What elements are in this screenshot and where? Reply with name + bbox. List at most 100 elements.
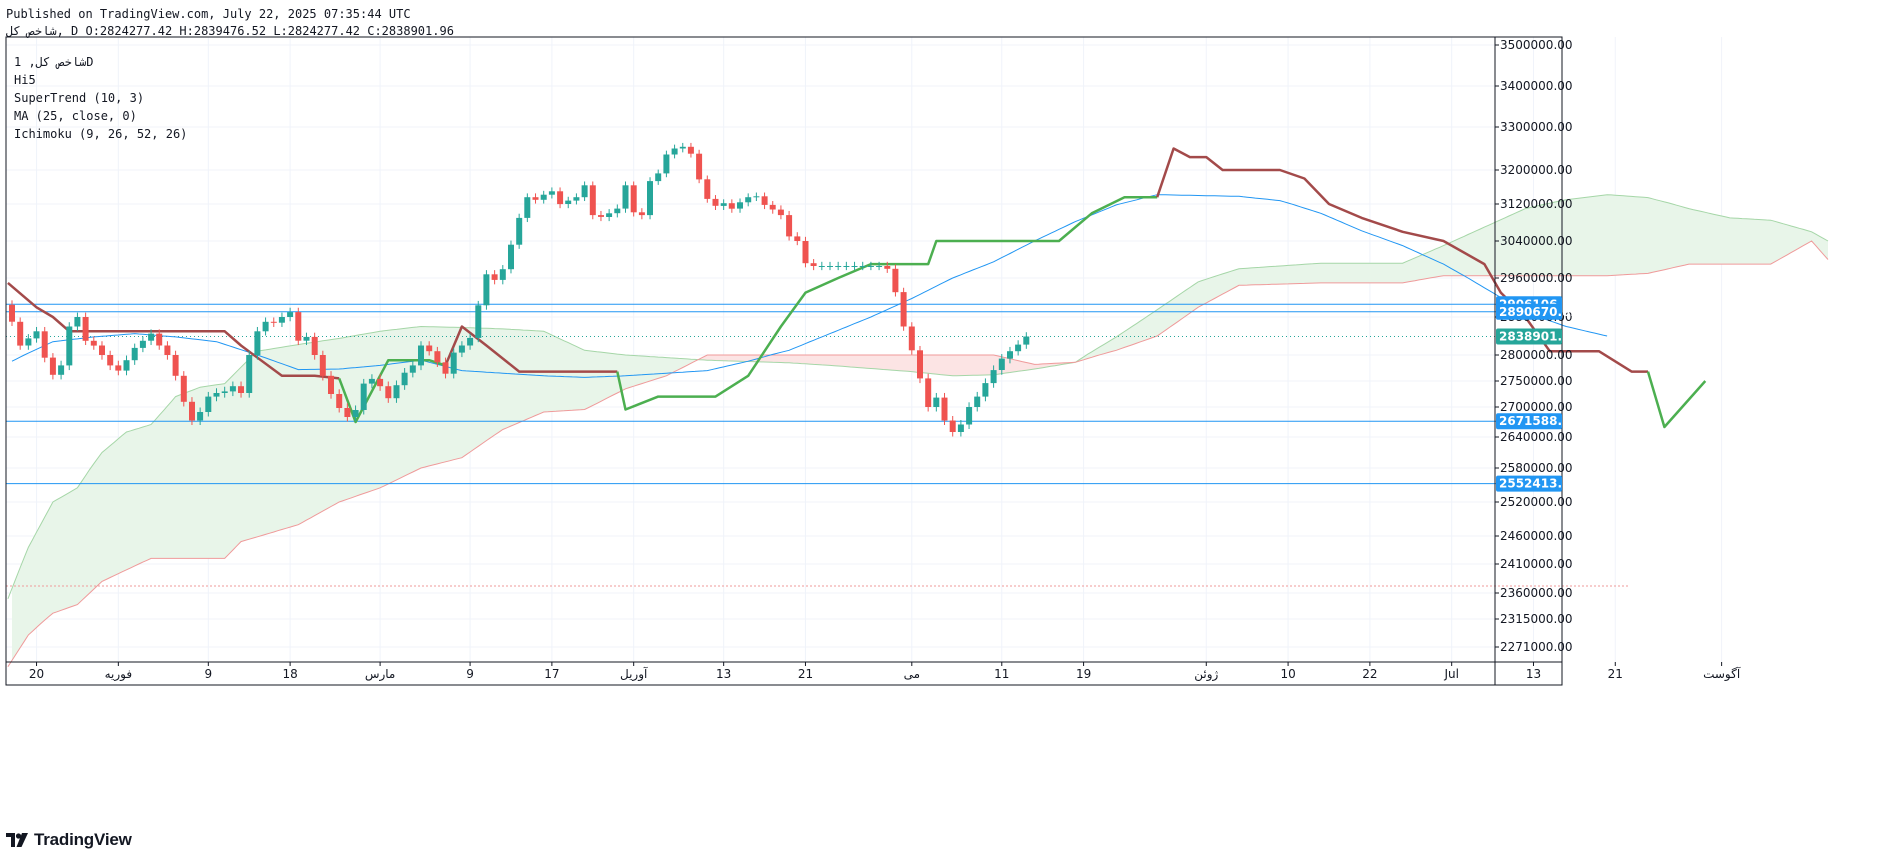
- candle: [213, 393, 220, 397]
- candle: [360, 383, 367, 410]
- candle: [139, 340, 146, 348]
- candle: [1007, 351, 1013, 359]
- supertrend-down-segment: [1156, 147, 1648, 373]
- time-tick-label: آوریل: [620, 666, 648, 682]
- candle: [475, 305, 482, 338]
- price-tag: [1496, 475, 1562, 492]
- price-chart[interactable]: 3500000.00 3400000.00 3300000.00 3200000.00…: [0, 0, 1878, 830]
- candle: [818, 266, 825, 267]
- chart-frame: [5, 36, 1563, 686]
- candle: [720, 203, 727, 206]
- price-tick-label: 2460000.00: [1500, 529, 1573, 543]
- price-axis: 3500000.00 3400000.00 3300000.00 3200000.00…: [1495, 38, 1573, 654]
- candle: [229, 386, 236, 392]
- candle: [41, 331, 48, 358]
- candle: [467, 337, 474, 346]
- ma-line: [11, 194, 1608, 378]
- candle: [393, 385, 400, 399]
- candle: [827, 266, 833, 267]
- horizontal-levels: [6, 303, 1630, 587]
- time-tick-label: 20: [29, 667, 44, 681]
- candle: [442, 362, 449, 374]
- candle: [573, 197, 580, 201]
- time-axis: 20 فوریه 9 18 مارس 9 17 آوریل 13 21 می 11 19 ژوئن 10 22…: [29, 662, 1741, 682]
- candle: [434, 351, 441, 363]
- cloud-bullish: [12, 326, 700, 661]
- candle: [630, 185, 637, 213]
- candle: [614, 208, 621, 214]
- price-tag: [1496, 413, 1562, 430]
- time-tick-label: آگوست: [1703, 666, 1741, 682]
- price-tick-label: 2360000.00: [1500, 586, 1573, 600]
- candle: [786, 215, 793, 237]
- price-tick-label: 3040000.00: [1500, 234, 1573, 248]
- price-tags: 2906106.472890670.822671588.252552413.80…: [1496, 296, 1579, 492]
- price-tick-label: 3200000.00: [1500, 163, 1573, 177]
- time-tick-label: می: [904, 667, 920, 681]
- chart-border: [5, 36, 1563, 686]
- price-tag-label: 2838901.96: [1499, 330, 1579, 344]
- candle: [777, 209, 784, 216]
- published-caption: Published on TradingView.com, July 22, 2…: [6, 7, 411, 21]
- supertrend-line: [7, 147, 1707, 429]
- candle: [148, 333, 155, 341]
- time-tick-label: مارس: [365, 667, 396, 682]
- price-tag: [1496, 328, 1562, 345]
- price-tick-label: 2520000.00: [1500, 495, 1573, 509]
- candle: [663, 154, 670, 174]
- candle: [368, 378, 375, 384]
- price-tick-label: 2700000.00: [1500, 400, 1573, 414]
- candle: [917, 350, 923, 379]
- candle: [25, 338, 32, 346]
- candle: [82, 317, 89, 341]
- time-tick-label: Jul: [1443, 667, 1458, 681]
- candle: [802, 241, 809, 264]
- candle: [295, 312, 302, 341]
- brand[interactable]: TradingView: [6, 830, 132, 850]
- price-tick-label: 3400000.00: [1500, 79, 1573, 93]
- candle: [925, 378, 932, 407]
- time-tick-label: 19: [1076, 667, 1091, 681]
- candle: [761, 196, 768, 205]
- candle: [957, 424, 964, 432]
- tradingview-logo-icon: [6, 833, 28, 847]
- candle: [908, 326, 915, 351]
- price-tick-label: 2580000.00: [1500, 461, 1573, 475]
- cloud-bearish: [695, 355, 1076, 376]
- candle: [205, 396, 212, 412]
- price-tick-label: 2410000.00: [1500, 557, 1573, 571]
- candle: [17, 321, 24, 346]
- candle: [687, 146, 694, 154]
- legend-supertrend[interactable]: SuperTrend (10, 3): [14, 91, 145, 105]
- candle: [319, 355, 326, 376]
- legend-ma[interactable]: MA (25, close, 0): [14, 109, 137, 123]
- supertrend-down-segment: [7, 281, 340, 380]
- candle: [810, 263, 817, 266]
- candle: [385, 386, 392, 399]
- price-tick-label: 2271000.00: [1500, 640, 1573, 654]
- time-tick-label: 13: [1526, 667, 1541, 681]
- candle: [401, 372, 408, 386]
- candle: [949, 420, 956, 432]
- candle: [1023, 336, 1030, 345]
- candle: [524, 197, 531, 218]
- candle: [532, 197, 539, 200]
- candles: [9, 142, 1030, 437]
- chart-grid: [6, 37, 1723, 662]
- candle: [753, 196, 760, 198]
- candle: [418, 345, 424, 366]
- candle: [197, 412, 204, 421]
- supertrend-up-segment: [616, 195, 1158, 411]
- candle: [278, 317, 285, 323]
- chart-legend: شاخص کل, 1D Hi5 SuperTrend (10, 3) MA (2…: [14, 53, 187, 143]
- candle: [548, 191, 555, 195]
- candle: [982, 383, 989, 397]
- candle: [123, 360, 130, 371]
- time-tick-label: 13: [716, 667, 731, 681]
- candle: [974, 396, 981, 407]
- supertrend-up-segment: [1646, 371, 1707, 429]
- legend-ichimoku[interactable]: Ichimoku (9, 26, 52, 26): [14, 127, 188, 141]
- candle: [426, 345, 433, 352]
- price-tick-label: 2315000.00: [1500, 612, 1573, 626]
- price-tag-label: 2671588.25: [1499, 414, 1579, 428]
